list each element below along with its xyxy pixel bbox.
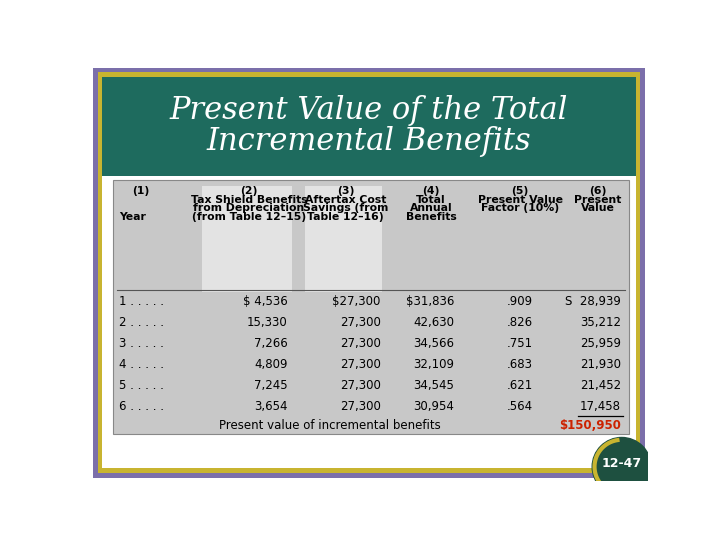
Text: 27,300: 27,300 <box>340 316 381 329</box>
Text: Table 12–16): Table 12–16) <box>307 212 384 222</box>
Text: Present Value: Present Value <box>477 195 562 205</box>
Text: 42,630: 42,630 <box>413 316 454 329</box>
Text: 12-47: 12-47 <box>602 457 642 470</box>
Text: from Depreciation: from Depreciation <box>193 204 305 213</box>
Text: .751: .751 <box>507 338 534 350</box>
Text: 4,809: 4,809 <box>254 359 287 372</box>
Text: 3,654: 3,654 <box>254 401 287 414</box>
Text: 15,330: 15,330 <box>247 316 287 329</box>
Text: 27,300: 27,300 <box>340 338 381 350</box>
Text: $ 4,536: $ 4,536 <box>243 295 287 308</box>
Bar <box>202 186 292 292</box>
Text: Present value of incremental benefits: Present value of incremental benefits <box>220 420 441 433</box>
Text: Present: Present <box>574 195 621 205</box>
Text: Year: Year <box>120 212 146 222</box>
Text: .826: .826 <box>507 316 534 329</box>
Text: 21,452: 21,452 <box>580 380 621 393</box>
Bar <box>113 180 629 434</box>
Text: (6): (6) <box>589 186 606 197</box>
Text: Aftertax Cost: Aftertax Cost <box>305 195 387 205</box>
Text: .564: .564 <box>507 401 534 414</box>
Text: 5 . . . . .: 5 . . . . . <box>120 380 164 393</box>
Text: 27,300: 27,300 <box>340 359 381 372</box>
Text: Tax Shield Benefits: Tax Shield Benefits <box>191 195 307 205</box>
Text: 21,930: 21,930 <box>580 359 621 372</box>
Text: (1): (1) <box>132 186 149 197</box>
Text: S  28,939: S 28,939 <box>565 295 621 308</box>
Text: 6 . . . . .: 6 . . . . . <box>120 401 164 414</box>
Text: 30,954: 30,954 <box>413 401 454 414</box>
Text: 4 . . . . .: 4 . . . . . <box>120 359 164 372</box>
Text: Total: Total <box>416 195 446 205</box>
Text: (from Table 12–15): (from Table 12–15) <box>192 212 306 222</box>
Text: (4): (4) <box>423 186 440 197</box>
Text: 27,300: 27,300 <box>340 380 381 393</box>
Text: 34,545: 34,545 <box>413 380 454 393</box>
Text: 27,300: 27,300 <box>340 401 381 414</box>
Text: .683: .683 <box>507 359 533 372</box>
Text: 35,212: 35,212 <box>580 316 621 329</box>
Text: 17,458: 17,458 <box>580 401 621 414</box>
Text: $31,836: $31,836 <box>406 295 454 308</box>
Text: 25,959: 25,959 <box>580 338 621 350</box>
Bar <box>305 186 382 292</box>
Text: 3 . . . . .: 3 . . . . . <box>120 338 164 350</box>
Text: Factor (10%): Factor (10%) <box>481 204 559 213</box>
Text: (3): (3) <box>337 186 354 197</box>
Text: 7,266: 7,266 <box>254 338 287 350</box>
Text: Annual: Annual <box>410 204 452 213</box>
Text: 32,109: 32,109 <box>413 359 454 372</box>
Text: .621: .621 <box>507 380 534 393</box>
Text: $27,300: $27,300 <box>332 295 381 308</box>
Bar <box>102 77 636 176</box>
Text: $150,950: $150,950 <box>559 420 621 433</box>
Text: 1 . . . . .: 1 . . . . . <box>120 295 164 308</box>
Text: 2 . . . . .: 2 . . . . . <box>120 316 164 329</box>
Text: 34,566: 34,566 <box>413 338 454 350</box>
Text: Incremental Benefits: Incremental Benefits <box>207 126 531 157</box>
Circle shape <box>592 437 651 496</box>
Text: Savings (from: Savings (from <box>303 204 388 213</box>
Text: Value: Value <box>581 204 615 213</box>
Text: .909: .909 <box>507 295 534 308</box>
Text: Benefits: Benefits <box>405 212 456 222</box>
Text: Present Value of the Total: Present Value of the Total <box>170 96 568 126</box>
Text: (5): (5) <box>511 186 528 197</box>
Text: (2): (2) <box>240 186 258 197</box>
Text: 7,245: 7,245 <box>254 380 287 393</box>
